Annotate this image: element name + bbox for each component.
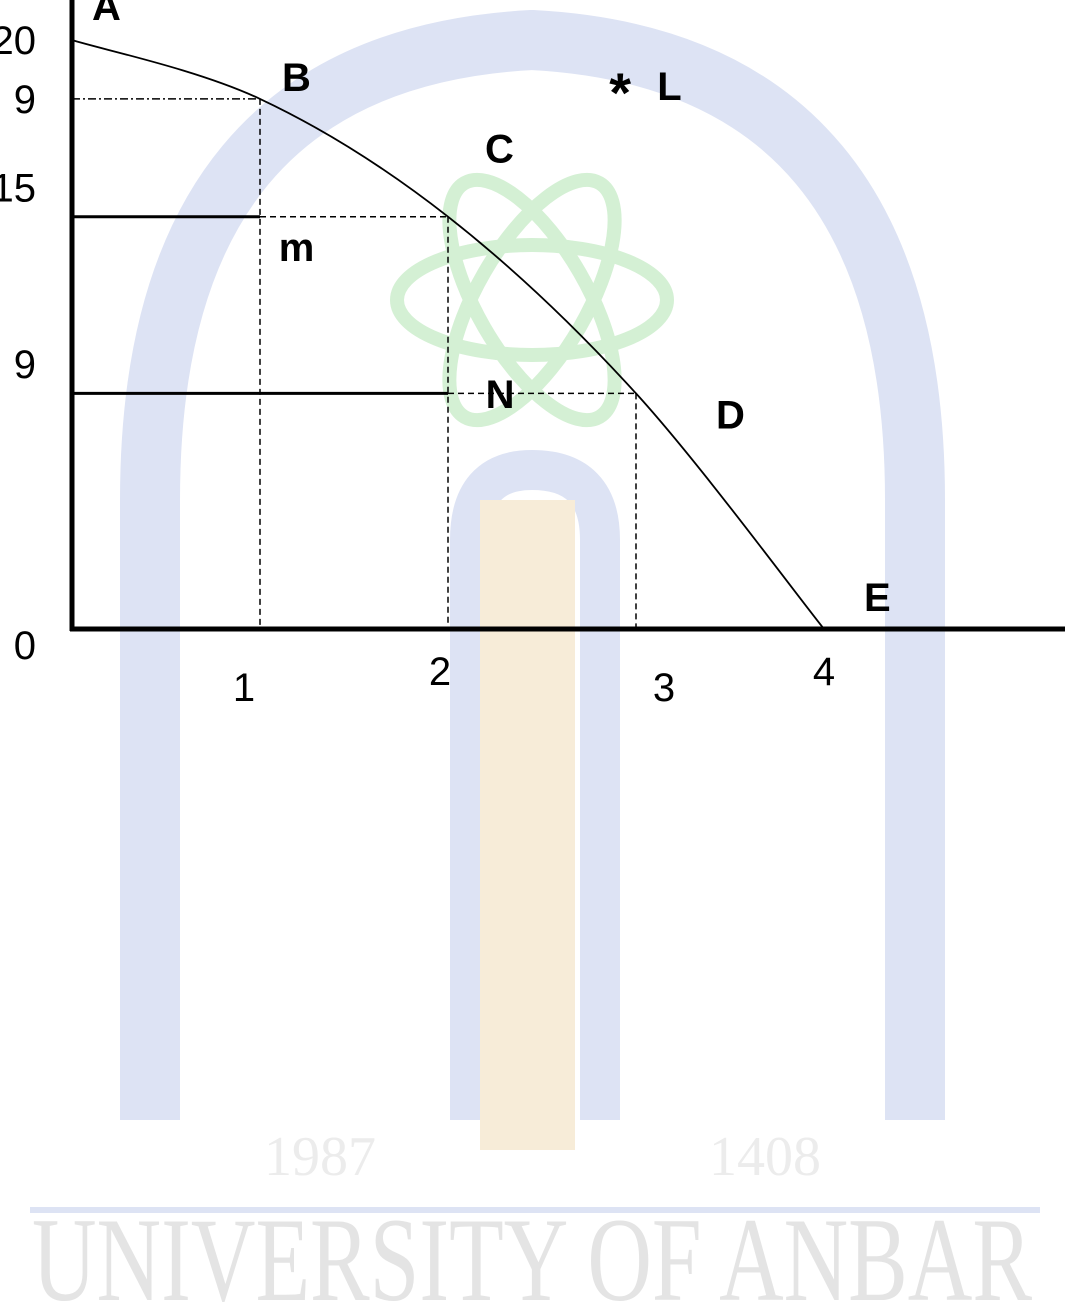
- y-tick-label-15: 15: [0, 166, 36, 210]
- watermark-tower: [480, 500, 575, 1150]
- x-tick-label-3: 3: [653, 666, 675, 710]
- ppf-curve-layer: [71, 39, 825, 630]
- y-tick-label-9: 9: [14, 343, 36, 387]
- point-marker-L: *: [609, 61, 631, 124]
- x-tick-label-1: 1: [233, 666, 255, 710]
- point-label-C: C: [485, 128, 514, 172]
- point-label-D: D: [716, 393, 745, 437]
- point-labels: A B C D E * Lm N: [92, 0, 891, 620]
- watermark-arch: [120, 9, 945, 1120]
- point-label-A: A: [92, 0, 121, 29]
- ppf-curve: [71, 39, 825, 630]
- watermark-year-right: 1408: [709, 1126, 821, 1188]
- axes: [69, 0, 1065, 632]
- point-label-m: m: [279, 226, 315, 270]
- y-tick-label-20: 20: [0, 19, 36, 63]
- point-label-L: L: [657, 65, 681, 109]
- y-tick-label-0: 0: [14, 624, 36, 668]
- university-watermark: 1987 1408 UNIVERSITY OF ANBAR: [30, 9, 1040, 1314]
- watermark-year-left: 1987: [264, 1126, 376, 1188]
- watermark-university-name: UNIVERSITY OF ANBAR: [32, 1193, 1032, 1314]
- y-tick-label-18: 9: [14, 78, 36, 122]
- watermark-atom-icon: [390, 172, 674, 428]
- point-label-N: N: [486, 373, 515, 417]
- x-tick-label-2: 2: [429, 650, 451, 694]
- point-label-B: B: [282, 56, 311, 100]
- watermark-inner-arch: [450, 449, 620, 1120]
- guide-lines: [72, 98, 637, 629]
- tick-labels: 0 9 15 9 20 1 2 3 4: [0, 19, 835, 710]
- point-label-E: E: [864, 576, 891, 620]
- x-tick-label-4: 4: [813, 650, 835, 694]
